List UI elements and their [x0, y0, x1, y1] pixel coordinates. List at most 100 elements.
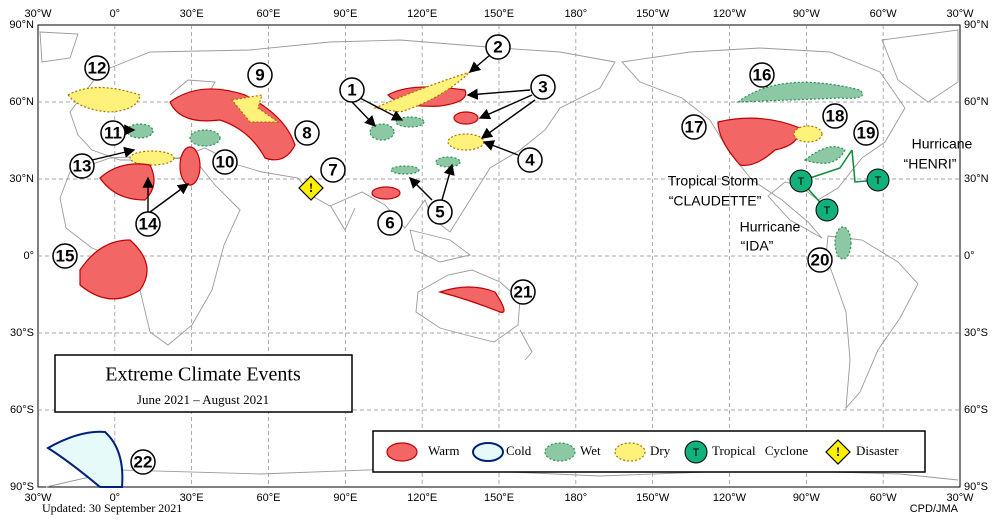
- event-number: 19: [857, 123, 876, 142]
- disaster-marker: !: [298, 175, 324, 201]
- credit: CPD/JMA: [910, 503, 959, 515]
- event-number: 16: [753, 65, 772, 84]
- storm-name: “IDA”: [741, 238, 774, 254]
- lon-label: 120°E: [407, 492, 437, 504]
- lat-label: 0°: [23, 250, 34, 262]
- lat-label: 60°S: [10, 404, 34, 416]
- event-badge: [52, 243, 78, 269]
- lat-label: 90°S: [10, 481, 34, 493]
- legend-label: Cold: [506, 443, 532, 458]
- lon-label: 120°W: [713, 492, 747, 504]
- lat-label: 60°N: [9, 96, 34, 108]
- lat-label: 30°S: [964, 327, 988, 339]
- updated-note: Updated: 30 September 2021: [42, 501, 182, 515]
- cyclone-symbol: T: [824, 205, 831, 217]
- lon-label: 60°W: [870, 492, 898, 504]
- lat-label: 30°N: [964, 173, 989, 185]
- event-number: 18: [826, 106, 845, 125]
- event-number: 8: [302, 123, 311, 142]
- lon-label: 90°E: [333, 492, 357, 504]
- event-badge: [130, 449, 156, 475]
- event-badge: [247, 62, 273, 88]
- lat-label: 0°: [964, 250, 975, 262]
- event-number: 7: [328, 160, 337, 179]
- event-badge: [749, 62, 775, 88]
- legend-label: Tropical Cyclone: [712, 443, 808, 458]
- lon-label: 0°: [110, 492, 121, 504]
- graticule: 30°W30°W0°0°30°E30°E60°E60°E90°E90°E120°…: [9, 8, 988, 504]
- lon-label: 90°W: [793, 492, 821, 504]
- map-period: June 2021 – August 2021: [137, 392, 269, 407]
- lat-label: 90°N: [964, 19, 989, 31]
- lon-label: 180°: [564, 492, 587, 504]
- legend-label: Dry: [650, 443, 671, 458]
- lon-label: 150°W: [636, 492, 670, 504]
- event-areas: [46, 71, 864, 488]
- lat-label: 60°S: [964, 404, 988, 416]
- event-number: 1: [347, 80, 356, 99]
- cyclone-symbol: T: [875, 175, 882, 187]
- lon-label: 30°W: [24, 492, 52, 504]
- storm-type: Hurricane: [740, 219, 801, 235]
- lon-label: 120°E: [407, 8, 437, 20]
- lon-label: 0°: [110, 8, 121, 20]
- event-number: 2: [493, 37, 502, 56]
- event-badge: [212, 149, 238, 175]
- lon-label: 90°W: [793, 8, 821, 20]
- lat-label: 90°N: [9, 19, 34, 31]
- title-box: Extreme Climate Events June 2021 – Augus…: [54, 354, 353, 413]
- event-badge: [427, 199, 453, 225]
- event-number: 15: [56, 246, 75, 265]
- lon-label: 30°W: [24, 8, 52, 20]
- event-badge: [530, 74, 556, 100]
- event-number: 21: [514, 282, 533, 301]
- event-badge: [320, 157, 346, 183]
- disaster-symbol: !: [309, 180, 313, 195]
- event-number: 20: [811, 250, 830, 269]
- storm-type: Hurricane: [912, 136, 973, 152]
- event-number: 4: [525, 150, 535, 169]
- event-number: 14: [139, 214, 158, 233]
- lon-label: 30°W: [946, 492, 974, 504]
- event-number: 17: [685, 117, 704, 136]
- event-badge: [69, 153, 95, 179]
- lon-label: 180°: [564, 8, 587, 20]
- storm-name: “CLAUDETTE”: [669, 193, 762, 209]
- legend-label: Disaster: [856, 443, 899, 458]
- event-number: 11: [104, 123, 122, 142]
- event-badge: [822, 103, 848, 129]
- event-badge: [681, 114, 707, 140]
- lat-label: 30°S: [10, 327, 34, 339]
- storm-type: Tropical Storm: [668, 173, 759, 189]
- event-badge: [853, 120, 879, 146]
- event-number: 5: [435, 202, 444, 221]
- event-badge: [339, 77, 365, 103]
- lat-label: 90°S: [964, 481, 988, 493]
- legend-label: Wet: [580, 443, 601, 458]
- legend: Warm Cold Wet Dry T Tropical Cyclone ! D…: [372, 430, 926, 473]
- disaster-symbol: !: [836, 444, 840, 459]
- lat-label: 30°N: [9, 173, 34, 185]
- event-badge: [135, 211, 161, 237]
- event-number: 6: [385, 213, 394, 232]
- event-badge: [377, 210, 403, 236]
- lon-label: 90°E: [333, 8, 357, 20]
- lon-label: 150°E: [484, 8, 514, 20]
- event-number: 10: [216, 152, 235, 171]
- event-number: 9: [255, 65, 264, 84]
- event-badge: [517, 147, 543, 173]
- lon-label: 30°W: [946, 8, 974, 20]
- storm-name: “HENRI”: [904, 156, 957, 172]
- lon-label: 30°E: [180, 8, 204, 20]
- lon-label: 60°W: [870, 8, 898, 20]
- event-badge: [510, 279, 536, 305]
- event-number: 12: [88, 58, 107, 77]
- lon-label: 150°W: [636, 8, 670, 20]
- map-title: Extreme Climate Events: [105, 364, 301, 386]
- lon-label: 60°E: [257, 492, 281, 504]
- lon-label: 120°W: [713, 8, 747, 20]
- storm-names: Tropical Storm “CLAUDETTE” Hurricane “ID…: [668, 136, 973, 254]
- event-badge: [485, 34, 511, 60]
